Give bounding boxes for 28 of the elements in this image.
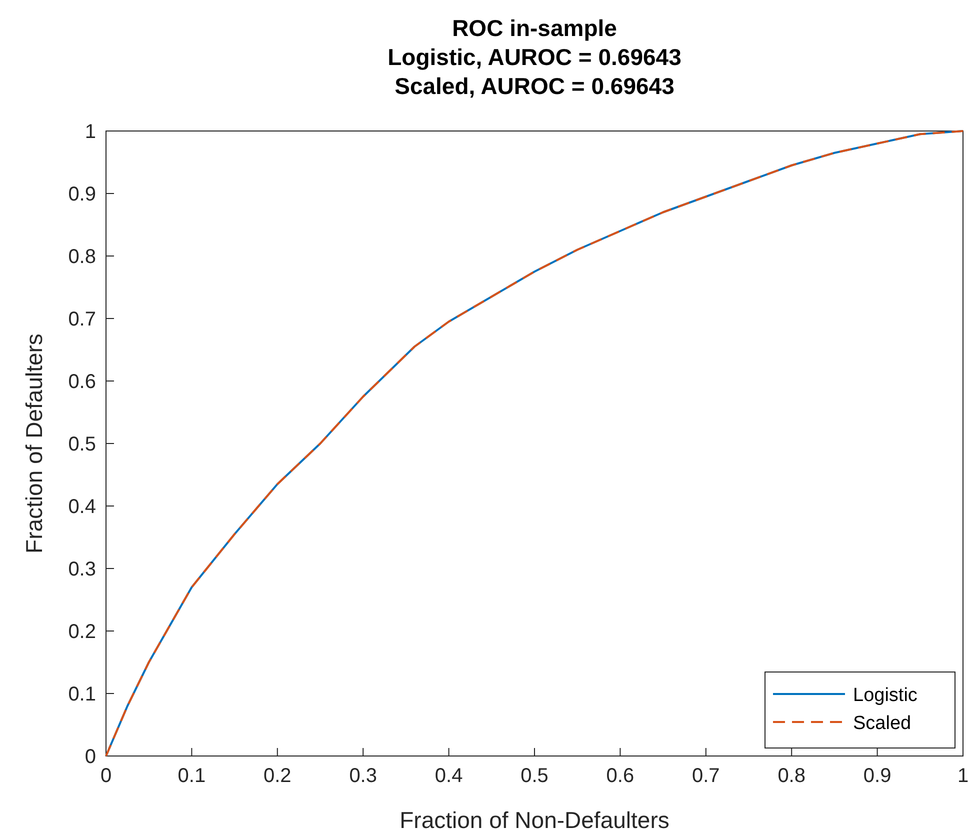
- y-tick-label: 1: [84, 121, 96, 143]
- y-tick-label: 0.9: [68, 184, 96, 206]
- x-tick-label: 0.8: [778, 765, 806, 787]
- x-tick-label: 0.7: [692, 765, 720, 787]
- x-tick-label: 0.9: [863, 765, 892, 787]
- x-tick-label: 0.4: [434, 765, 463, 787]
- legend-label: Scaled: [853, 713, 912, 734]
- x-tick-label: 0: [100, 765, 112, 787]
- y-tick-label: 0.1: [68, 684, 96, 706]
- y-tick-label: 0.2: [68, 621, 96, 643]
- y-tick-label: 0: [84, 746, 96, 768]
- x-tick-label: 0.1: [178, 765, 206, 787]
- x-axis-title: Fraction of Non-Defaulters: [400, 807, 670, 830]
- y-tick-label: 0.6: [68, 371, 96, 393]
- line-series: [105, 130, 964, 757]
- x-tick-label: 0.3: [349, 765, 378, 787]
- y-tick-label: 0.7: [68, 308, 96, 330]
- chart-title: ROC in-sample Logistic, AUROC = 0.69643 Scaled, AUROC = 0.69643: [388, 15, 682, 99]
- y-tick-label: 0.5: [68, 434, 96, 456]
- x-tick-label: 0.2: [263, 765, 292, 787]
- y-axis-title: Fraction of Defaulters: [21, 334, 47, 554]
- x-tick-label: 0.6: [606, 765, 634, 787]
- legend-label: Logistic: [853, 685, 918, 706]
- x-tick-label: 1: [957, 765, 969, 787]
- y-tick-label: 0.4: [68, 496, 96, 518]
- y-tick-label: 0.3: [68, 558, 96, 580]
- x-tick-label: 0.5: [520, 765, 548, 787]
- y-tick-label: 0.8: [68, 246, 96, 268]
